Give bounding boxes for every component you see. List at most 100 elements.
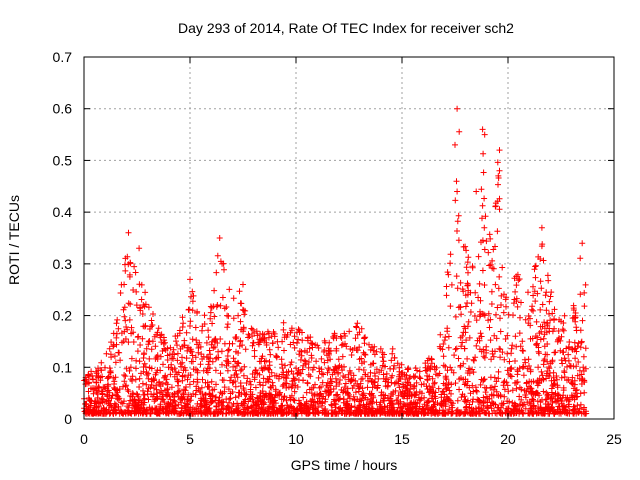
data-point (128, 324, 135, 331)
data-point (194, 341, 200, 348)
data-point (506, 358, 513, 365)
data-point (356, 384, 363, 391)
data-point (112, 386, 118, 393)
data-point (223, 362, 230, 369)
data-point (207, 309, 214, 316)
data-point (391, 362, 398, 369)
data-point (413, 389, 420, 396)
data-point (256, 393, 263, 400)
data-point (228, 407, 235, 414)
data-point (134, 348, 141, 355)
data-point (107, 368, 114, 374)
data-point (544, 392, 551, 399)
data-point (283, 380, 290, 387)
data-point (491, 332, 498, 339)
data-point (525, 313, 532, 319)
data-point (266, 362, 273, 369)
data-point (316, 393, 323, 399)
data-point (573, 363, 580, 370)
data-point (440, 341, 447, 347)
data-point (180, 320, 187, 327)
data-point (224, 367, 231, 374)
data-point (418, 381, 425, 388)
data-point (137, 304, 144, 311)
data-point (266, 403, 273, 410)
data-point (516, 402, 523, 409)
data-point (479, 202, 486, 209)
data-point (559, 349, 566, 356)
data-point (197, 361, 204, 368)
data-point (341, 330, 348, 337)
data-point (215, 348, 222, 355)
data-point (148, 323, 155, 330)
data-point (528, 389, 535, 396)
data-point (363, 401, 370, 408)
data-point (538, 243, 545, 250)
data-point (170, 355, 177, 362)
data-point (217, 389, 224, 396)
data-point (460, 329, 467, 336)
data-point (404, 392, 411, 398)
data-point (346, 410, 353, 417)
data-point (519, 347, 526, 354)
data-point (243, 391, 250, 398)
data-point (137, 342, 144, 348)
data-point (456, 386, 463, 393)
data-point (207, 351, 214, 358)
data-point (224, 353, 231, 359)
data-point (261, 331, 268, 338)
data-point (372, 378, 378, 385)
data-point (125, 229, 132, 236)
data-point (443, 376, 450, 383)
data-point (273, 372, 280, 379)
data-point (263, 357, 269, 364)
data-point (532, 333, 539, 340)
data-point (261, 358, 268, 365)
data-point (497, 315, 503, 322)
data-point (481, 246, 488, 253)
data-point (126, 273, 133, 280)
data-point (476, 397, 483, 404)
data-point (176, 387, 183, 394)
data-point (158, 396, 165, 403)
data-point (283, 375, 290, 382)
data-point (457, 303, 464, 310)
data-point (453, 345, 460, 352)
data-point (157, 334, 164, 341)
data-point (558, 398, 565, 405)
data-point (480, 311, 487, 318)
data-point (532, 262, 539, 269)
data-point (256, 336, 263, 343)
data-point (424, 377, 431, 384)
data-point (186, 381, 193, 388)
data-point (581, 303, 588, 310)
data-point (168, 409, 175, 416)
data-point (569, 380, 575, 387)
data-point (347, 346, 354, 352)
data-point (519, 409, 526, 416)
data-point (337, 333, 344, 340)
data-point (138, 370, 144, 377)
data-point (100, 396, 107, 403)
data-point (236, 288, 243, 295)
data-point (489, 350, 496, 357)
data-point (276, 391, 283, 398)
data-point (451, 352, 458, 359)
data-point (117, 290, 124, 296)
data-point (443, 385, 450, 392)
data-point (115, 325, 122, 332)
data-point (485, 317, 492, 324)
data-point (162, 373, 169, 380)
data-point (251, 376, 258, 383)
data-point (500, 309, 507, 316)
data-point (100, 404, 107, 411)
data-point (269, 379, 276, 386)
data-point (130, 287, 137, 293)
data-point (171, 373, 178, 380)
data-point (226, 286, 233, 293)
data-point (319, 379, 326, 386)
data-point (571, 346, 578, 353)
data-point (411, 383, 418, 390)
data-point (328, 410, 335, 417)
data-point (403, 372, 410, 379)
